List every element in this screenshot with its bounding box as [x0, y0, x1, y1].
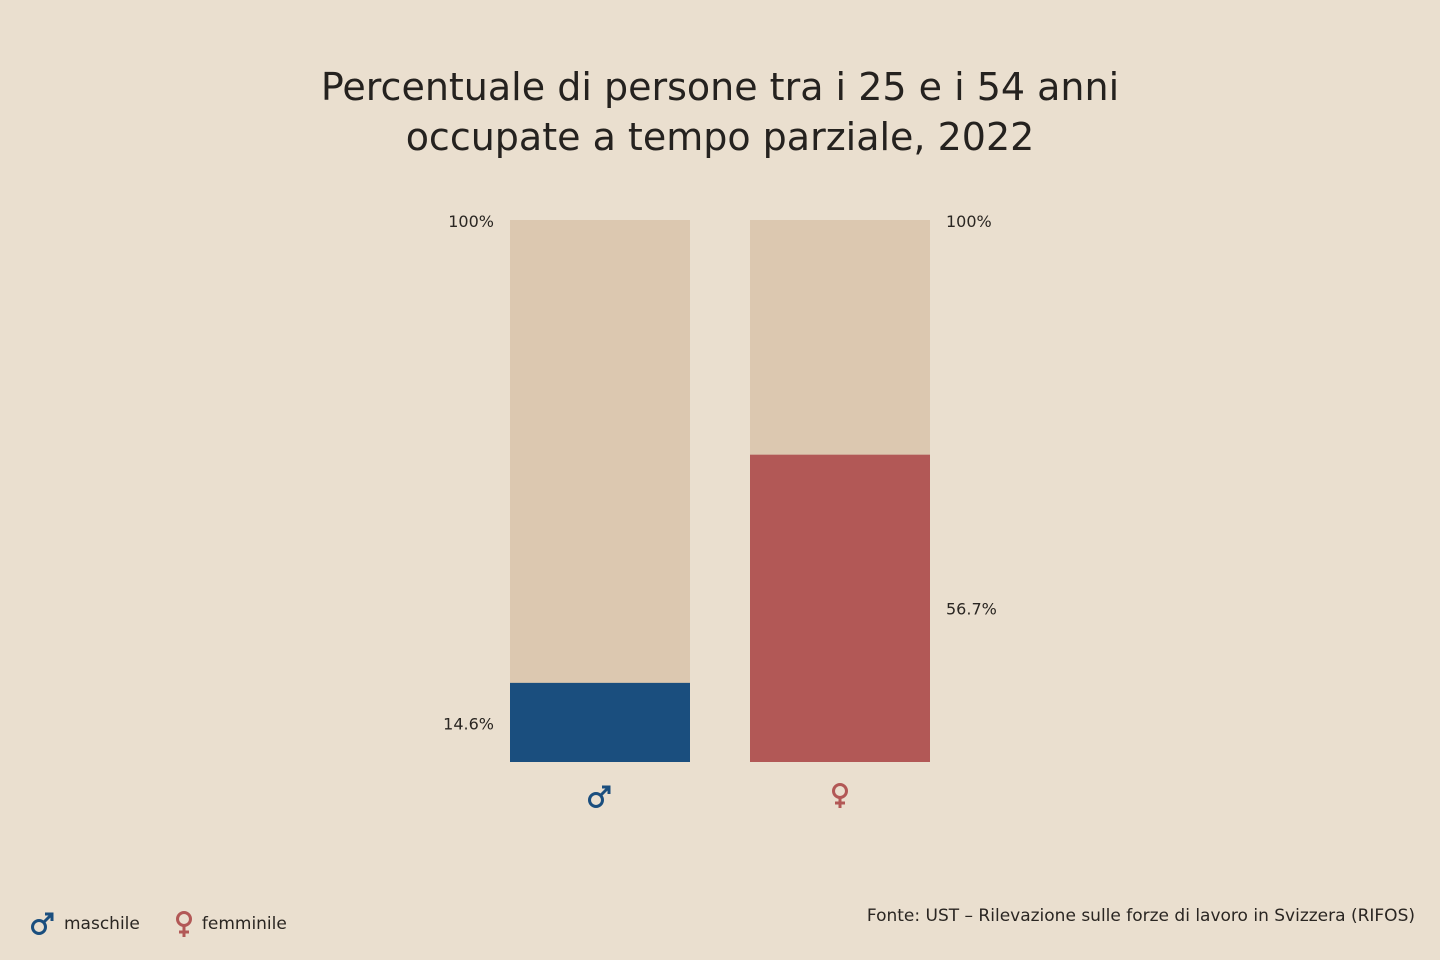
chart-title-line-1: Percentuale di persone tra i 25 e i 54 a…: [320, 65, 1120, 109]
male-symbol-icon: [31, 912, 54, 935]
female-symbol-icon: [832, 783, 848, 808]
source-note: Fonte: UST – Rilevazione sulle forze di …: [866, 906, 1415, 926]
legend-label: maschile: [64, 914, 140, 934]
chart-title-line-2: occupate a tempo parziale, 2022: [405, 115, 1035, 159]
legend: maschile femminile: [30, 910, 321, 938]
male-symbol-icon: [588, 785, 611, 808]
value-label-maschile: 14.6%: [443, 714, 494, 733]
bar-remainder-maschile: [510, 220, 690, 762]
total-label-femminile: 100%: [946, 212, 992, 231]
bar-femminile: [750, 454, 930, 762]
legend-item-maschile: maschile: [30, 911, 140, 937]
legend-label: femminile: [201, 914, 287, 934]
total-label-maschile: 100%: [448, 212, 494, 231]
bar-maschile: [510, 682, 690, 762]
chart-title: Percentuale di persone tra i 25 e i 54 a…: [0, 62, 1440, 162]
value-label-femminile: 56.7%: [946, 599, 997, 618]
legend-item-femminile: femminile: [174, 910, 287, 938]
female-symbol-icon: [175, 911, 192, 937]
